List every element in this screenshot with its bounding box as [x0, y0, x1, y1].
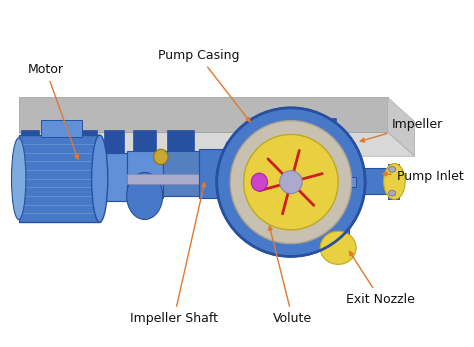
Polygon shape [127, 174, 262, 184]
Polygon shape [163, 151, 199, 196]
Polygon shape [100, 153, 127, 201]
Polygon shape [320, 177, 356, 187]
Ellipse shape [154, 149, 168, 164]
Polygon shape [127, 151, 163, 198]
Ellipse shape [244, 134, 338, 230]
Ellipse shape [389, 191, 396, 196]
Text: Impeller: Impeller [360, 118, 443, 142]
Polygon shape [309, 130, 343, 134]
Ellipse shape [230, 121, 352, 244]
Ellipse shape [127, 172, 163, 219]
Text: Pump Inlet: Pump Inlet [383, 170, 464, 184]
Polygon shape [226, 142, 257, 205]
Ellipse shape [280, 171, 302, 194]
Polygon shape [41, 120, 82, 137]
Text: Pump Casing: Pump Casing [158, 49, 250, 122]
Polygon shape [21, 130, 39, 141]
Polygon shape [322, 243, 354, 249]
Text: Impeller Shaft: Impeller Shaft [130, 183, 218, 325]
Polygon shape [264, 118, 286, 132]
Polygon shape [327, 180, 349, 248]
Ellipse shape [91, 135, 108, 222]
Text: Volute: Volute [268, 226, 312, 325]
Polygon shape [167, 130, 194, 154]
Ellipse shape [389, 167, 396, 172]
Polygon shape [313, 118, 336, 132]
Ellipse shape [11, 138, 26, 219]
Polygon shape [358, 168, 394, 194]
Ellipse shape [320, 231, 356, 264]
Polygon shape [71, 130, 98, 141]
Text: Exit Nozzle: Exit Nozzle [346, 252, 415, 306]
Ellipse shape [383, 163, 405, 200]
Polygon shape [199, 149, 226, 198]
Polygon shape [259, 130, 293, 134]
Polygon shape [280, 111, 302, 125]
Text: Motor: Motor [27, 63, 79, 159]
Polygon shape [133, 130, 156, 154]
Polygon shape [104, 130, 125, 154]
Ellipse shape [251, 173, 267, 191]
Polygon shape [18, 98, 388, 132]
Polygon shape [388, 98, 415, 156]
Polygon shape [18, 132, 415, 156]
Ellipse shape [217, 108, 365, 256]
Polygon shape [388, 164, 399, 199]
Polygon shape [18, 135, 100, 222]
